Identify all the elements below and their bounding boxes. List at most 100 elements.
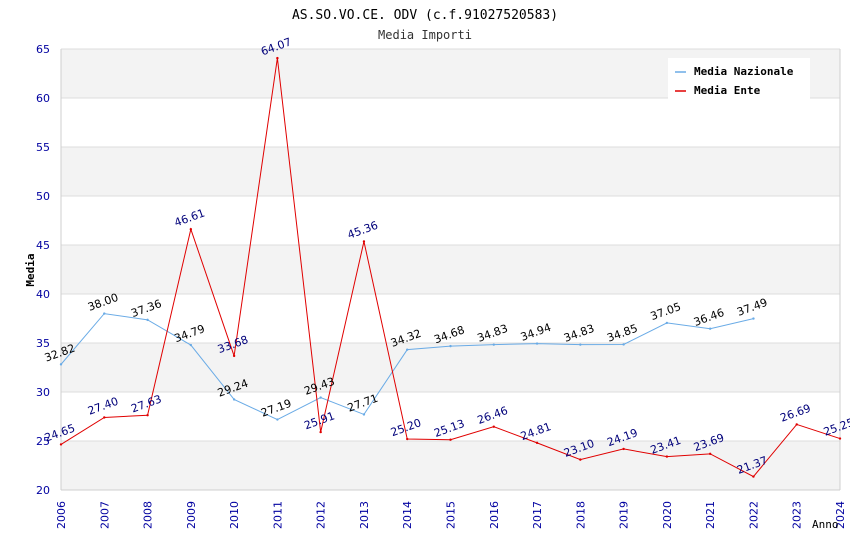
y-tick-label: 25 <box>36 435 50 448</box>
data-point-media-ente <box>492 425 495 428</box>
data-label-media-ente: 46.61 <box>173 206 207 229</box>
data-point-media-nazionale <box>449 344 452 348</box>
data-label-media-nazionale: 37.36 <box>129 297 163 320</box>
data-label-media-ente: 26.46 <box>476 404 510 427</box>
data-point-media-ente <box>59 443 63 446</box>
x-tick-labels: 2006 2007 2008 2009 2010 2011 2012 2013 2014 2015… <box>55 501 847 529</box>
data-point-media-ente <box>708 452 712 456</box>
plot-band <box>61 441 840 490</box>
data-point-media-ente <box>838 437 842 440</box>
x-tick-label-2014: 2014 <box>401 501 414 529</box>
x-tick-label-2016: 2016 <box>488 501 501 529</box>
x-tick-label-2017: 2017 <box>531 501 544 529</box>
y-axis-label: Media <box>24 253 37 286</box>
data-label-media-nazionale: 34.94 <box>519 321 553 344</box>
x-tick-label-2022: 2022 <box>747 501 760 529</box>
y-tick-labels: 20 25 30 35 40 45 50 55 60 65 <box>36 43 50 497</box>
data-label-media-nazionale: 27.19 <box>259 397 293 420</box>
y-tick-label: 45 <box>36 239 50 252</box>
data-label-media-ente: 27.40 <box>86 395 120 418</box>
data-point-media-nazionale <box>535 342 539 345</box>
y-tick-label: 20 <box>36 484 50 497</box>
chart-subtitle: Media Importi <box>378 28 472 42</box>
data-point-media-ente <box>146 414 149 417</box>
data-point-media-ente <box>449 438 452 441</box>
data-point-media-ente <box>189 228 193 231</box>
data-label-media-nazionale: 37.05 <box>649 300 683 323</box>
y-tick-label: 35 <box>36 337 50 350</box>
x-tick-label-2023: 2023 <box>791 501 804 529</box>
x-tick-label-2019: 2019 <box>618 501 631 529</box>
data-point-media-ente <box>795 423 798 426</box>
data-label-media-nazionale: 34.85 <box>605 322 639 345</box>
data-point-media-ente <box>406 437 409 441</box>
data-label-media-nazionale: 36.46 <box>692 306 726 329</box>
x-tick-label-2020: 2020 <box>661 501 674 529</box>
data-label-media-ente: 26.69 <box>779 402 813 425</box>
data-point-media-ente <box>276 56 279 60</box>
data-label-media-nazionale: 27.71 <box>346 392 380 415</box>
y-tick-label: 30 <box>36 386 50 399</box>
plot-band <box>61 147 840 196</box>
chart-title: AS.SO.VO.CE. ODV (c.f.91027520583) <box>292 8 558 23</box>
x-tick-label-2009: 2009 <box>185 501 198 529</box>
y-tick-label: 50 <box>36 190 50 203</box>
axes <box>60 49 841 491</box>
data-label-media-nazionale: 37.49 <box>735 296 769 319</box>
plot-band <box>61 245 840 294</box>
data-point-media-ente <box>319 430 322 434</box>
x-tick-label-2021: 2021 <box>704 501 717 529</box>
x-tick-label-2012: 2012 <box>315 501 328 529</box>
data-label-media-ente: 25.25 <box>822 416 850 439</box>
y-tick-label: 40 <box>36 288 50 301</box>
data-point-media-ente <box>579 458 582 461</box>
data-point-media-ente <box>665 455 669 458</box>
data-point-media-nazionale <box>406 348 409 351</box>
x-tick-label-2011: 2011 <box>271 501 284 529</box>
data-point-media-nazionale <box>492 343 495 346</box>
data-point-media-ente <box>362 240 366 243</box>
x-tick-label-2024: 2024 <box>834 501 847 529</box>
x-tick-label-2015: 2015 <box>445 501 458 529</box>
data-point-media-nazionale <box>622 343 625 346</box>
legend-box <box>668 58 810 102</box>
data-point-media-nazionale <box>752 317 755 320</box>
legend-label-media-nazionale: Media Nazionale <box>694 65 794 78</box>
data-label-media-ente: 25.91 <box>302 409 336 432</box>
data-point-media-nazionale <box>146 318 149 322</box>
x-tick-label-2010: 2010 <box>228 501 241 529</box>
plot-background-bands <box>61 49 840 490</box>
x-tick-label-2008: 2008 <box>142 501 155 529</box>
data-point-media-ente <box>103 416 106 419</box>
legend-label-media-ente: Media Ente <box>694 84 761 97</box>
y-tick-label: 60 <box>36 92 50 105</box>
data-point-media-nazionale <box>665 321 669 325</box>
data-label-media-ente: 45.36 <box>346 219 380 242</box>
plot-band <box>61 343 840 392</box>
data-label-media-nazionale: 34.83 <box>562 322 596 345</box>
x-tick-label-2018: 2018 <box>574 501 587 529</box>
data-point-media-nazionale <box>362 413 366 416</box>
y-tick-label: 65 <box>36 43 50 56</box>
data-point-media-ente <box>535 441 539 445</box>
data-point-media-nazionale <box>708 327 712 330</box>
legend: Media Nazionale Media Ente <box>668 58 810 102</box>
data-point-media-ente <box>622 447 625 451</box>
data-label-media-ente: 24.81 <box>519 420 553 443</box>
x-tick-label-2006: 2006 <box>55 501 68 529</box>
grid-lines <box>61 48 840 491</box>
x-tick-label-2013: 2013 <box>358 501 371 529</box>
x-tick-label-2007: 2007 <box>98 501 111 529</box>
data-point-media-nazionale <box>59 363 63 366</box>
data-point-media-nazionale <box>232 398 236 401</box>
data-point-media-nazionale <box>319 396 322 399</box>
data-label-media-nazionale: 34.83 <box>476 322 510 345</box>
data-label-media-nazionale: 34.79 <box>173 322 207 345</box>
data-point-media-nazionale <box>103 312 106 315</box>
x-axis-label: Anno <box>812 518 839 531</box>
data-point-media-nazionale <box>189 343 193 347</box>
data-point-media-ente <box>752 475 755 478</box>
data-point-media-ente <box>232 354 236 358</box>
series-lines <box>59 56 842 478</box>
